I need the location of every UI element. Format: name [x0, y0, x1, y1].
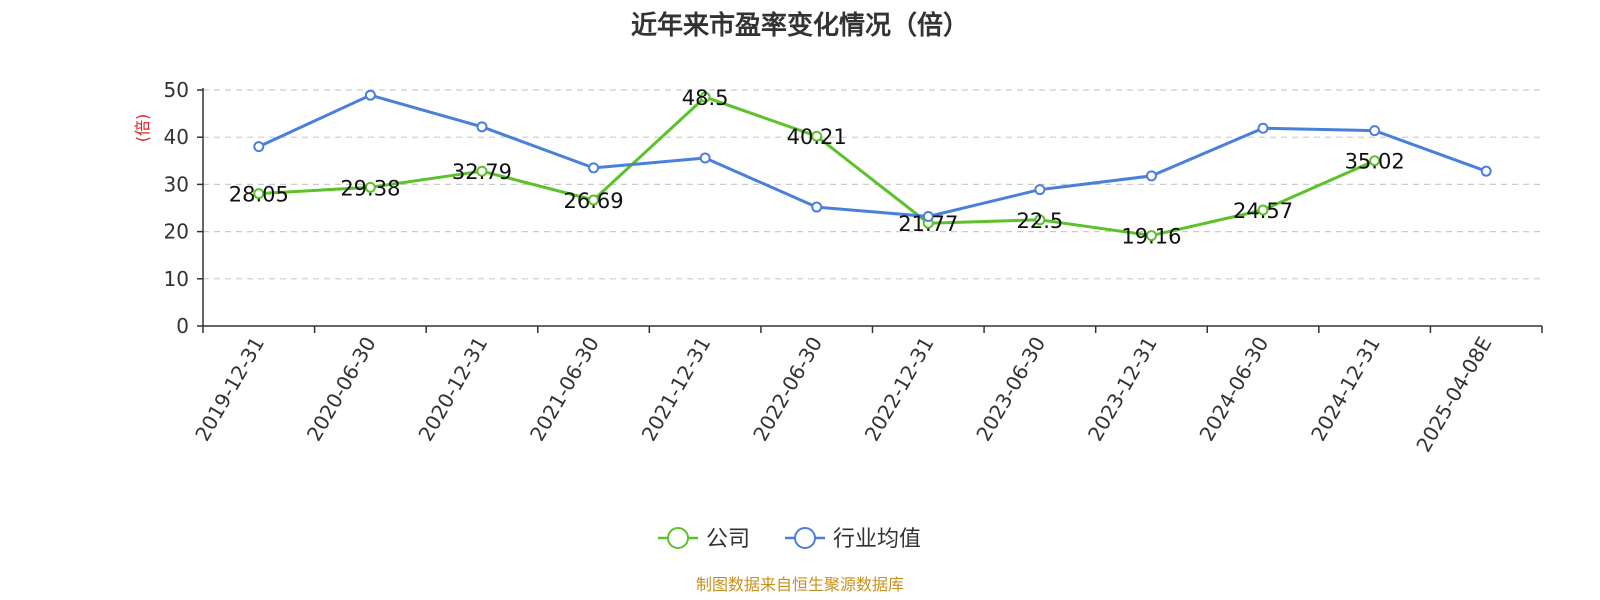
data-label: 35.02 [1345, 150, 1405, 174]
data-point [1369, 125, 1381, 137]
x-tick-label: 2019-12-31 [190, 333, 269, 446]
legend-marker [667, 527, 689, 549]
data-label: 40.21 [787, 125, 847, 149]
data-point [476, 165, 488, 177]
data-label: 48.5 [682, 86, 729, 110]
chart-title: 近年来市盈率变化情况（倍） [631, 10, 969, 41]
legend-label: 行业均值 [833, 527, 921, 552]
y-axis-label: (倍) [133, 114, 152, 143]
data-point [699, 152, 711, 164]
data-label: 29.38 [340, 176, 400, 200]
data-point [922, 210, 934, 222]
data-point [588, 194, 600, 206]
data-point [811, 130, 823, 142]
y-axis: 0 10 20 30 40 50 [164, 78, 204, 338]
data-point [1257, 204, 1269, 216]
data-point [1257, 122, 1269, 134]
y-tick-label: 0 [176, 314, 189, 338]
data-label: 19.16 [1121, 225, 1181, 249]
x-tick-label: 2022-06-30 [748, 333, 827, 446]
data-point [364, 89, 376, 101]
y-tick-label: 50 [164, 78, 189, 102]
data-point [699, 91, 711, 103]
x-tick-label: 2020-12-31 [413, 333, 492, 446]
x-tick-label: 2021-06-30 [525, 333, 604, 446]
legend: 公司 行业均值 [658, 527, 921, 552]
x-tick-label: 2025-04-08E [1411, 333, 1496, 457]
x-axis: 2019-12-31 2020-06-30 2020-12-31 2021-06-30… [190, 325, 1543, 457]
data-point [1480, 165, 1492, 177]
data-point [1145, 230, 1157, 242]
data-point [253, 141, 265, 153]
data-label: 24.57 [1233, 199, 1293, 223]
x-tick-label: 2024-06-30 [1194, 333, 1273, 446]
x-tick-label: 2022-12-31 [860, 333, 939, 446]
data-point [253, 188, 265, 200]
y-tick-label: 10 [164, 267, 189, 291]
data-point [588, 162, 600, 174]
x-tick-label: 2023-12-31 [1083, 333, 1162, 446]
x-tick-label: 2024-12-31 [1306, 333, 1385, 446]
data-point [1034, 214, 1046, 226]
data-label: 22.5 [1016, 209, 1063, 233]
data-point [1369, 155, 1381, 167]
series-line-0 [258, 95, 1376, 238]
data-label: 28.05 [229, 183, 289, 207]
series-points [253, 89, 1492, 242]
series-lines [258, 93, 1487, 238]
y-tick-label: 20 [164, 220, 189, 244]
data-point [1145, 170, 1157, 182]
data-point [364, 181, 376, 193]
x-tick-label: 2023-06-30 [971, 333, 1050, 446]
grid-lines [203, 89, 1542, 280]
data-label: 21.77 [898, 212, 958, 236]
series-line-1 [258, 93, 1487, 218]
data-label: 32.79 [452, 160, 512, 184]
data-point [1034, 184, 1046, 196]
data-labels: 28.05 29.38 32.79 26.69 48.5 40.21 21.77 22.5 19… [229, 86, 1405, 248]
data-point [811, 201, 823, 213]
x-tick-label: 2021-12-31 [637, 333, 716, 446]
data-label: 26.69 [563, 189, 623, 213]
legend-label: 公司 [706, 527, 750, 552]
data-source-note: 制图数据来自恒生聚源数据库 [696, 575, 904, 594]
legend-marker [794, 527, 816, 549]
y-tick-label: 30 [164, 172, 189, 196]
x-tick-label: 2020-06-30 [302, 333, 381, 446]
y-tick-label: 40 [164, 125, 189, 149]
data-point [476, 121, 488, 133]
